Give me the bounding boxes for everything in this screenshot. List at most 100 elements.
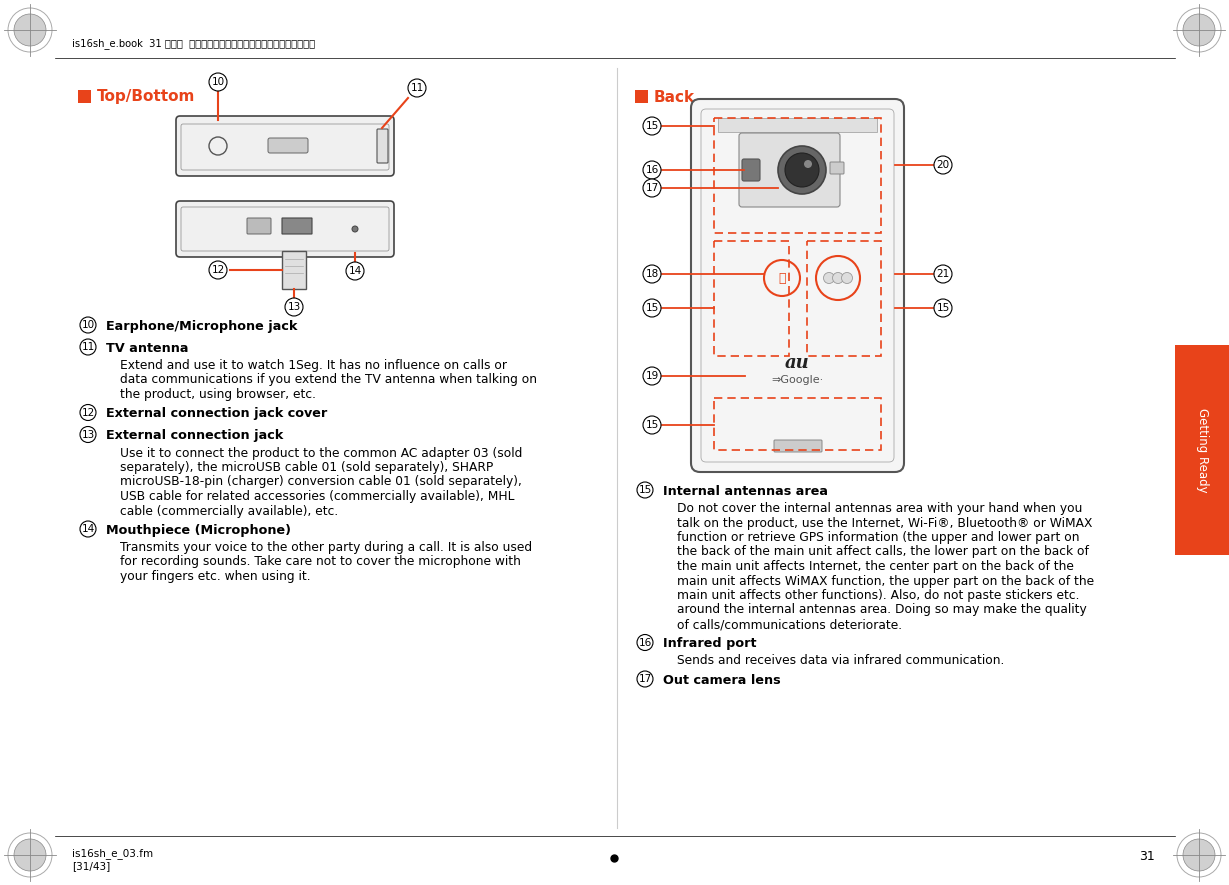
Bar [807, 241, 881, 356]
Text: 15: 15 [645, 420, 659, 430]
Text: talk on the product, use the Internet, Wi-Fi®, Bluetooth® or WiMAX: talk on the product, use the Internet, W… [677, 517, 1093, 529]
Text: the back of the main unit affect calls, the lower part on the back of: the back of the main unit affect calls, … [677, 545, 1089, 558]
Text: main unit affects other functions). Also, do not paste stickers etc.: main unit affects other functions). Also… [677, 589, 1079, 602]
Circle shape [80, 521, 96, 537]
Circle shape [209, 73, 227, 91]
Circle shape [832, 273, 843, 283]
Text: TV antenna: TV antenna [106, 342, 188, 355]
Text: 12: 12 [81, 407, 95, 418]
Text: Getting Ready: Getting Ready [1196, 408, 1208, 492]
Text: Back: Back [654, 89, 696, 104]
FancyBboxPatch shape [739, 133, 839, 207]
Text: Extend and use it to watch 1Seg. It has no influence on calls or: Extend and use it to watch 1Seg. It has … [120, 359, 508, 372]
Circle shape [209, 261, 227, 279]
Text: 19: 19 [645, 371, 659, 381]
Circle shape [934, 156, 952, 174]
Circle shape [1184, 14, 1215, 46]
Text: of calls/communications deteriorate.: of calls/communications deteriorate. [677, 618, 902, 631]
Text: the product, using browser, etc.: the product, using browser, etc. [120, 388, 316, 401]
Text: 15: 15 [936, 303, 950, 313]
Text: 11: 11 [410, 83, 424, 93]
Circle shape [934, 299, 952, 317]
Text: your fingers etc. when using it.: your fingers etc. when using it. [120, 570, 311, 583]
Circle shape [643, 416, 661, 434]
Text: 16: 16 [645, 165, 659, 175]
Circle shape [643, 265, 661, 283]
Text: 17: 17 [638, 674, 651, 684]
FancyBboxPatch shape [691, 99, 905, 472]
Text: Transmits your voice to the other party during a call. It is also used: Transmits your voice to the other party … [120, 541, 532, 554]
Bar [77, 90, 91, 103]
Text: 11: 11 [81, 342, 95, 352]
Circle shape [643, 367, 661, 385]
Text: is16sh_e_03.fm: is16sh_e_03.fm [73, 848, 154, 859]
Text: ⇒Google·: ⇒Google· [771, 375, 823, 385]
Bar [635, 90, 648, 103]
Circle shape [643, 299, 661, 317]
Text: Infrared port: Infrared port [662, 637, 757, 650]
Circle shape [285, 298, 304, 316]
Text: data communications if you extend the TV antenna when talking on: data communications if you extend the TV… [120, 373, 537, 387]
Text: the main unit affects Internet, the center part on the back of the: the main unit affects Internet, the cent… [677, 560, 1074, 573]
Circle shape [637, 482, 653, 498]
Text: microUSB-18-pin (charger) conversion cable 01 (sold separately),: microUSB-18-pin (charger) conversion cab… [120, 475, 522, 489]
Text: 18: 18 [645, 269, 659, 279]
Text: main unit affects WiMAX function, the upper part on the back of the: main unit affects WiMAX function, the up… [677, 574, 1094, 588]
Text: is16sh_e.book  31 ページ  ２０１２年６月１日　金曜日　午後８時４７分: is16sh_e.book 31 ページ ２０１２年６月１日 金曜日 午後８時４… [73, 39, 315, 50]
Text: 10: 10 [81, 320, 95, 330]
FancyBboxPatch shape [377, 129, 388, 163]
Text: 15: 15 [638, 485, 651, 495]
Text: Top/Bottom: Top/Bottom [97, 89, 195, 104]
Circle shape [351, 226, 358, 232]
Text: Earphone/Microphone jack: Earphone/Microphone jack [106, 320, 297, 333]
FancyBboxPatch shape [774, 440, 822, 452]
Text: 10: 10 [211, 77, 225, 87]
Circle shape [842, 273, 853, 283]
Bar [714, 241, 789, 356]
Circle shape [804, 160, 812, 168]
Text: 31: 31 [1139, 850, 1155, 863]
FancyBboxPatch shape [830, 162, 844, 174]
Text: separately), the microUSB cable 01 (sold separately), SHARP: separately), the microUSB cable 01 (sold… [120, 461, 493, 474]
Text: Out camera lens: Out camera lens [662, 674, 780, 687]
Circle shape [643, 179, 661, 197]
Circle shape [347, 262, 364, 280]
Text: function or retrieve GPS information (the upper and lower part on: function or retrieve GPS information (th… [677, 531, 1079, 544]
FancyBboxPatch shape [176, 116, 395, 176]
Bar [714, 118, 881, 233]
Text: External connection jack: External connection jack [106, 429, 283, 442]
FancyBboxPatch shape [281, 218, 312, 234]
Circle shape [14, 14, 45, 46]
Text: 12: 12 [211, 265, 225, 275]
FancyBboxPatch shape [268, 138, 308, 153]
Text: Mouthpiece (Microphone): Mouthpiece (Microphone) [106, 524, 291, 537]
Text: 15: 15 [645, 121, 659, 131]
Text: Sends and receives data via infrared communication.: Sends and receives data via infrared com… [677, 655, 1004, 667]
Circle shape [643, 117, 661, 135]
Text: 15: 15 [645, 303, 659, 313]
Circle shape [80, 427, 96, 442]
Text: ⓕ: ⓕ [778, 272, 785, 284]
Text: 21: 21 [936, 269, 950, 279]
FancyBboxPatch shape [742, 159, 760, 181]
Text: USB cable for related accessories (commercially available), MHL: USB cable for related accessories (comme… [120, 490, 515, 503]
Circle shape [778, 146, 826, 194]
Text: Internal antennas area: Internal antennas area [662, 485, 828, 498]
FancyBboxPatch shape [247, 218, 272, 234]
Bar [718, 118, 878, 132]
Bar [1175, 345, 1229, 555]
Text: 13: 13 [81, 429, 95, 440]
Text: 20: 20 [936, 160, 950, 170]
Bar [714, 398, 881, 450]
Circle shape [14, 839, 45, 871]
Text: 16: 16 [638, 637, 651, 648]
Circle shape [934, 265, 952, 283]
Text: cable (commercially available), etc.: cable (commercially available), etc. [120, 504, 338, 518]
Circle shape [80, 317, 96, 333]
Text: 17: 17 [645, 183, 659, 193]
Circle shape [80, 404, 96, 420]
Text: [31/43]: [31/43] [73, 861, 111, 871]
Text: 14: 14 [348, 266, 361, 276]
Text: Do not cover the internal antennas area with your hand when you: Do not cover the internal antennas area … [677, 502, 1083, 515]
Circle shape [643, 161, 661, 179]
